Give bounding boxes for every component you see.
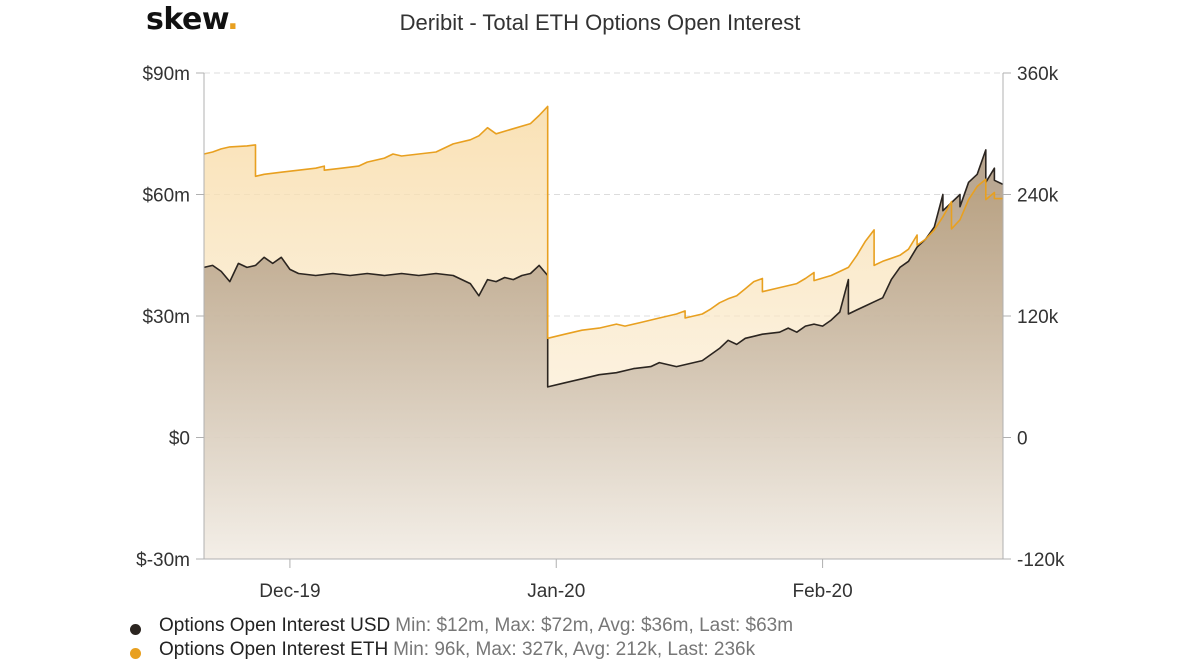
y-left-tick-label: $90m [142, 64, 190, 85]
legend-label-eth: Options Open Interest ETH [159, 639, 389, 660]
y-right-tick-label: 240k [1017, 186, 1059, 207]
legend-marker-usd [130, 623, 141, 635]
y-right-tick-label: -120k [1017, 550, 1065, 571]
legend-item-usd[interactable]: Options Open Interest USD Min: $12m, Max… [130, 614, 793, 638]
chart-title: Deribit - Total ETH Options Open Interes… [399, 10, 801, 35]
legend: Options Open Interest USD Min: $12m, Max… [130, 614, 793, 662]
legend-label-usd: Options Open Interest USD [159, 615, 391, 636]
y-left-tick-label: $-30m [136, 550, 190, 571]
y-right-tick-label: 360k [1017, 64, 1059, 85]
eth-line [203, 105, 1003, 340]
brand-dot: . [227, 2, 239, 37]
x-tick-label: Dec-19 [259, 581, 320, 602]
legend-marker-eth [130, 647, 141, 659]
brand-name: skew [146, 2, 228, 37]
x-tick-label: Feb-20 [792, 581, 852, 602]
legend-stats-eth: Min: 96k, Max: 327k, Avg: 212k, Last: 23… [393, 639, 756, 660]
y-left-tick-label: $60m [142, 186, 190, 207]
series-lines [203, 105, 1004, 388]
y-left-tick-label: $0 [169, 429, 190, 450]
usd-area [204, 149, 1003, 559]
y-right-tick-label: 120k [1017, 307, 1059, 328]
brand-logo: skew. [146, 2, 239, 37]
axes: $90m $60m $30m $0 $-30m 360k 240k 120k 0 -120k Dec… [136, 64, 1065, 602]
x-tick-label: Jan-20 [527, 581, 585, 602]
legend-stats-usd: Min: $12m, Max: $72m, Avg: $36m, Last: $… [395, 615, 794, 636]
chart-area: $90m $60m $30m $0 $-30m 360k 240k 120k 0 -120k Dec… [136, 64, 1065, 602]
legend-item-eth[interactable]: Options Open Interest ETH Min: 96k, Max:… [130, 638, 793, 662]
area-fills [204, 106, 1003, 560]
y-left-tick-label: $30m [142, 307, 190, 328]
y-right-tick-label: 0 [1017, 429, 1028, 450]
